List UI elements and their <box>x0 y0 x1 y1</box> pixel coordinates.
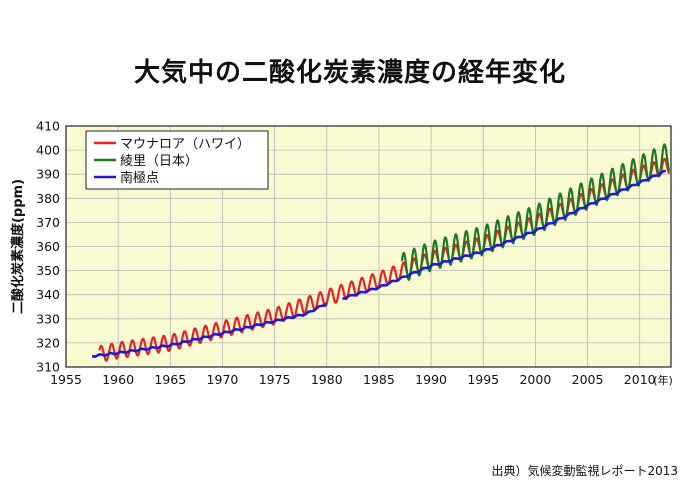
y-tick-label: 390 <box>36 167 60 182</box>
y-tick-label: 330 <box>36 311 60 326</box>
y-axis-label: 二酸化炭素濃度(ppm) <box>10 179 26 314</box>
legend-label: 南極点 <box>120 170 159 186</box>
y-tick-label: 370 <box>36 215 60 230</box>
y-tick-label: 340 <box>36 287 60 302</box>
x-tick-label: 1965 <box>154 372 186 387</box>
x-tick-label: 1970 <box>207 372 239 387</box>
x-axis-ticks: 1955 1960 1965 1970 1975 1980 1985 1990 1995 2000… <box>50 372 656 387</box>
x-axis-unit-label: (年) <box>653 373 673 387</box>
page-title: 大気中の二酸化炭素濃度の経年変化 <box>133 58 566 88</box>
y-tick-label: 400 <box>36 143 60 158</box>
legend: マウナロア（ハワイ）綾里（日本）南極点 <box>85 130 269 190</box>
x-tick-label: 1960 <box>102 372 134 387</box>
x-tick-label: 1985 <box>363 372 395 387</box>
x-tick-label: 2000 <box>519 372 551 387</box>
y-tick-label: 350 <box>36 263 60 278</box>
legend-label: マウナロア（ハワイ） <box>120 137 250 152</box>
series-lines <box>91 143 671 362</box>
y-tick-label: 380 <box>36 191 60 206</box>
y-tick-label: 360 <box>36 239 60 254</box>
y-tick-label: 410 <box>36 119 60 134</box>
x-tick-label: 1980 <box>311 372 343 387</box>
y-tick-label: 320 <box>36 335 60 350</box>
legend-label: 綾里（日本） <box>120 153 198 169</box>
series-line-2-segment-2 <box>342 169 666 300</box>
x-tick-label: 1990 <box>415 372 447 387</box>
x-tick-label: 1995 <box>467 372 499 387</box>
legend-box <box>85 130 269 190</box>
plot-frame <box>65 125 672 368</box>
y-axis-ticks: 310 320 330 340 350 360 370 380 390 400 410 <box>36 119 60 375</box>
source-note: 出典）気候変動監視レポート2013 <box>491 464 678 478</box>
x-tick-label: 2005 <box>572 372 604 387</box>
x-tick-label: 1975 <box>259 372 291 387</box>
x-tick-label: 2010 <box>624 372 656 387</box>
series-line-1 <box>400 143 671 281</box>
y-tick-label: 310 <box>36 360 60 375</box>
series-line-2-segment-1 <box>305 302 328 315</box>
x-tick-label: 1955 <box>50 372 82 387</box>
series-line-2-segment-0 <box>91 312 307 359</box>
